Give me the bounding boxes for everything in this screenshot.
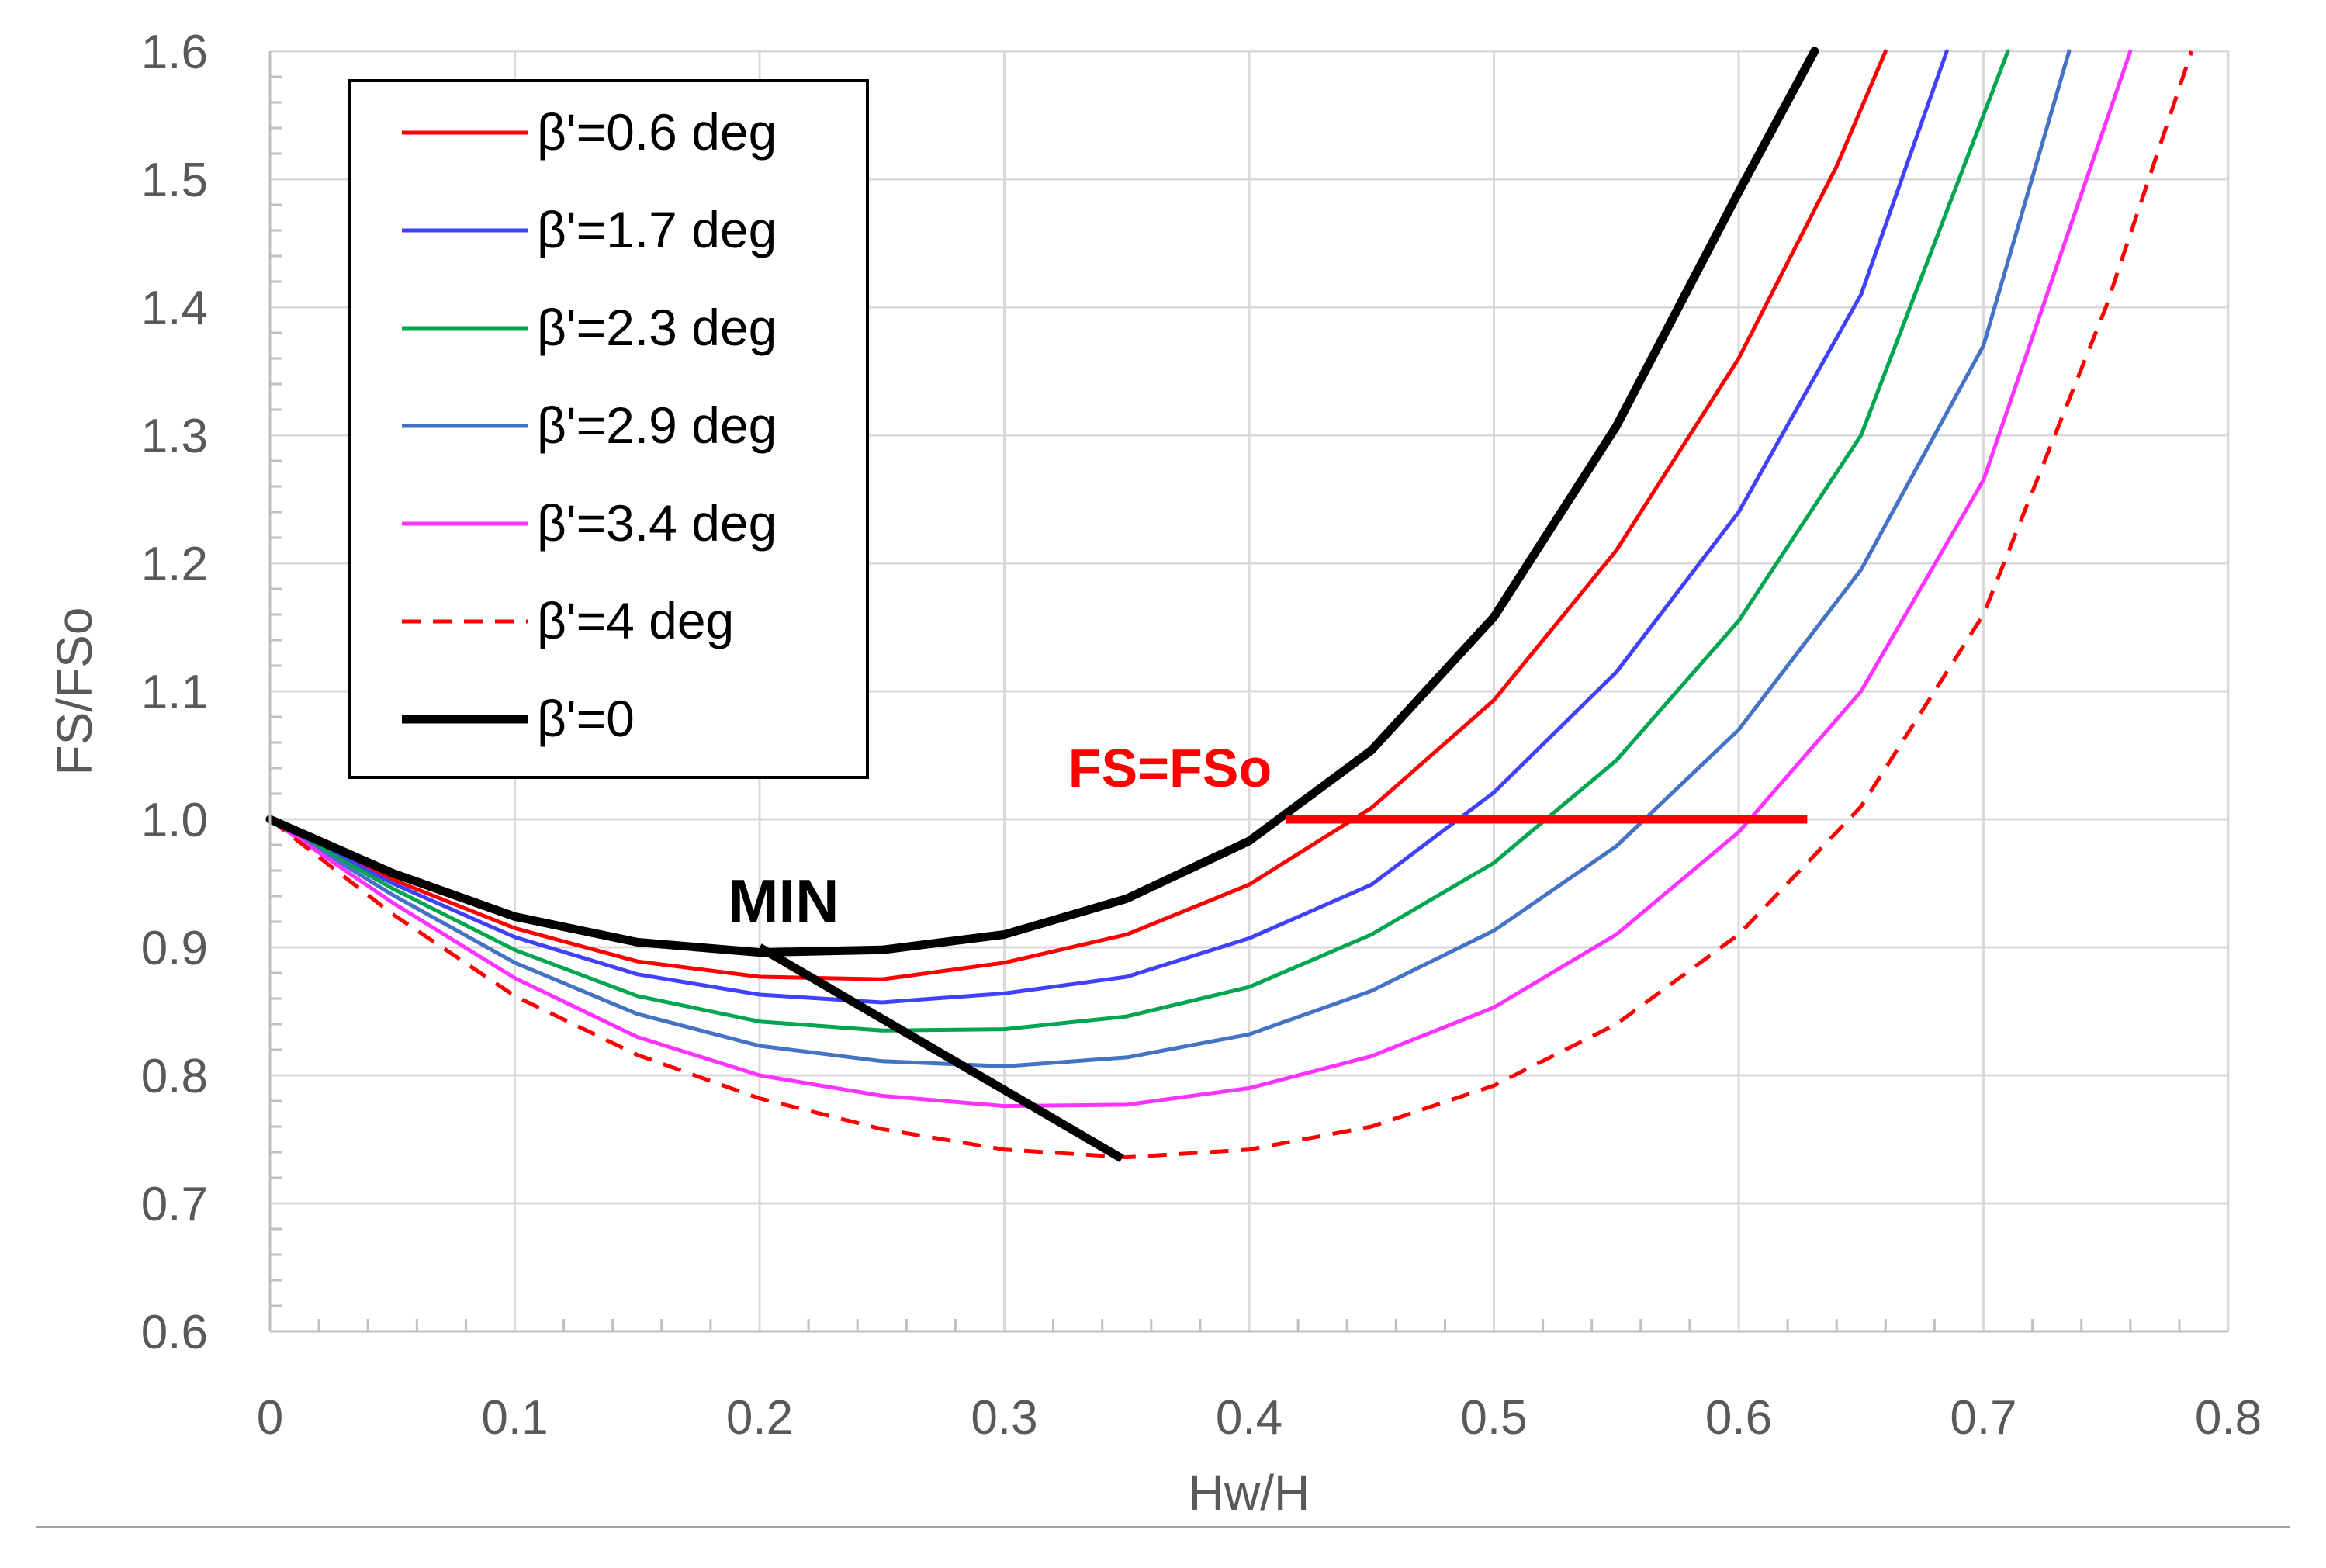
y-tick-label: 1.1 bbox=[141, 666, 208, 719]
x-tick-label: 0.4 bbox=[1216, 1391, 1282, 1445]
y-tick-label: 0.8 bbox=[141, 1050, 208, 1103]
y-tick-label: 0.7 bbox=[141, 1178, 208, 1231]
x-tick-label: 0.3 bbox=[971, 1391, 1037, 1445]
series-line-2 bbox=[268, 49, 2010, 1033]
annotation-layer: MIN FS=FSo bbox=[729, 738, 1808, 1163]
series-line-1 bbox=[268, 49, 1949, 1005]
x-tick-label: 0.7 bbox=[1950, 1391, 2016, 1445]
y-tick-label: 1.3 bbox=[141, 410, 208, 463]
legend: β'=0.6 deg β'=1.7 deg β'=2.3 deg β'=2.9 deg… bbox=[348, 79, 869, 779]
y-tick-label: 1.2 bbox=[141, 538, 208, 591]
y-tick-label: 1.5 bbox=[141, 154, 208, 207]
legend-label-0: β'=0.6 deg bbox=[537, 103, 777, 161]
legend-label-5: β'=4 deg bbox=[537, 592, 734, 649]
x-tick-label: 0.6 bbox=[1705, 1391, 1772, 1445]
legend-label-6: β'=0 bbox=[537, 690, 635, 747]
x-tick-label: 0.1 bbox=[481, 1391, 548, 1445]
series-line-5 bbox=[268, 50, 2194, 1160]
series-line-0 bbox=[268, 49, 1888, 981]
annotation-label-fs-fso: FS=FSo bbox=[1068, 738, 1272, 798]
x-tick-label: 0 bbox=[257, 1391, 283, 1445]
y-axis-title: FS/FSo bbox=[47, 607, 102, 776]
annotation-label-min: MIN bbox=[729, 867, 839, 935]
legend-box bbox=[348, 79, 869, 779]
x-tick-label: 0.2 bbox=[726, 1391, 793, 1445]
y-tick-label: 1.4 bbox=[141, 282, 208, 335]
series-line-6 bbox=[265, 47, 1819, 957]
y-tick-label: 1.0 bbox=[141, 794, 208, 847]
grid-layer bbox=[270, 50, 2230, 1331]
series-line-4 bbox=[268, 49, 2133, 1109]
x-tick-label: 0.5 bbox=[1460, 1391, 1527, 1445]
legend-label-4: β'=3.4 deg bbox=[537, 494, 777, 552]
x-tick-label: 0.8 bbox=[2195, 1391, 2262, 1445]
x-axis-title: Hw/H bbox=[1189, 1465, 1310, 1521]
legend-label-1: β'=1.7 deg bbox=[537, 201, 777, 258]
y-tick-label: 1.6 bbox=[141, 26, 208, 79]
y-tick-label: 0.6 bbox=[141, 1306, 208, 1359]
series-line-3 bbox=[268, 49, 2072, 1068]
legend-label-2: β'=2.3 deg bbox=[537, 299, 777, 356]
series-layer bbox=[265, 47, 2194, 1160]
y-tick-label: 0.9 bbox=[141, 922, 208, 975]
legend-label-3: β'=2.9 deg bbox=[537, 396, 777, 454]
axis-layer: 0 0.1 0.2 0.3 0.4 0.5 0.6 0.7 0.8 0.6 0.7 0.8 0.9 1.0… bbox=[47, 26, 2262, 1521]
annotation-line-0 bbox=[757, 943, 1124, 1163]
